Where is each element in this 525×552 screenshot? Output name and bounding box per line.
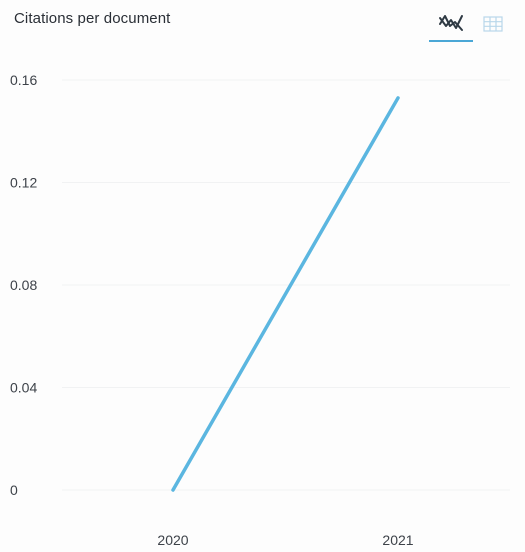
- data-point: [171, 488, 175, 492]
- widget-title: Citations per document: [14, 10, 171, 27]
- y-tick-label: 0.16: [10, 72, 37, 88]
- x-tick-label: 2020: [157, 532, 188, 548]
- table-view-button[interactable]: [479, 6, 507, 42]
- y-tick-label: 0.12: [10, 175, 37, 191]
- table-grid-icon: [483, 16, 503, 32]
- view-toggle: [429, 6, 507, 42]
- x-tick-label: 2021: [382, 532, 413, 548]
- chart-view-button[interactable]: [429, 6, 473, 42]
- data-point: [396, 96, 400, 100]
- y-tick-label: 0: [10, 482, 18, 498]
- line-chart-icon: [439, 15, 463, 31]
- y-tick-label: 0.08: [10, 277, 37, 293]
- y-tick-label: 0.04: [10, 380, 37, 396]
- series-line: [171, 96, 400, 492]
